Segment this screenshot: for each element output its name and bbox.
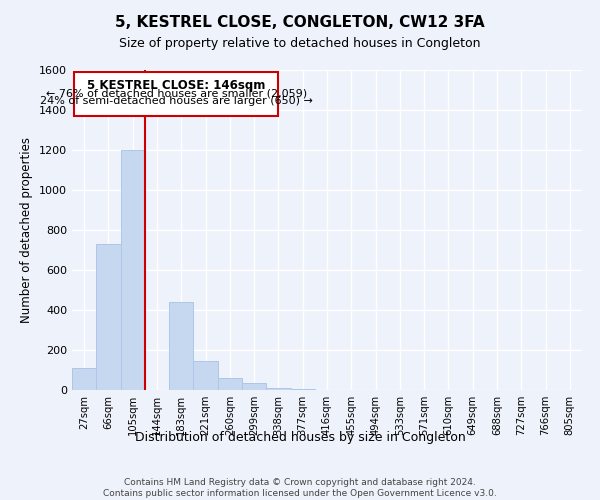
Text: Distribution of detached houses by size in Congleton: Distribution of detached houses by size …	[134, 431, 466, 444]
Bar	[266, 388, 290, 390]
Text: Size of property relative to detached houses in Congleton: Size of property relative to detached ho…	[119, 38, 481, 51]
Bar	[121, 150, 145, 390]
Bar	[72, 368, 96, 390]
FancyBboxPatch shape	[74, 72, 278, 116]
Text: 5 KESTREL CLOSE: 146sqm: 5 KESTREL CLOSE: 146sqm	[87, 79, 266, 92]
Bar	[193, 361, 218, 390]
Bar	[169, 302, 193, 390]
Bar	[290, 389, 315, 390]
Y-axis label: Number of detached properties: Number of detached properties	[20, 137, 34, 323]
Text: Contains HM Land Registry data © Crown copyright and database right 2024.
Contai: Contains HM Land Registry data © Crown c…	[103, 478, 497, 498]
Text: 5, KESTREL CLOSE, CONGLETON, CW12 3FA: 5, KESTREL CLOSE, CONGLETON, CW12 3FA	[115, 15, 485, 30]
Bar	[242, 383, 266, 390]
Bar	[218, 378, 242, 390]
Text: 24% of semi-detached houses are larger (650) →: 24% of semi-detached houses are larger (…	[40, 96, 313, 106]
Text: ← 76% of detached houses are smaller (2,059): ← 76% of detached houses are smaller (2,…	[46, 88, 307, 98]
Bar	[96, 244, 121, 390]
